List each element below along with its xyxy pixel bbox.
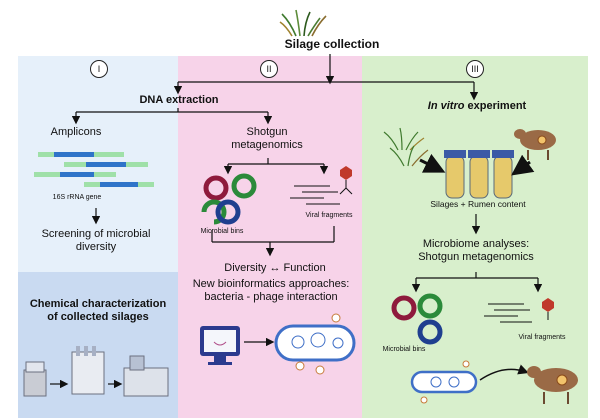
silages-rumen-label: Silages + Rumen content [430,199,526,209]
microbiome-analyses-label: Microbiome analyses: Shotgun metagenomic… [418,238,534,263]
gene-label: 16S rRNA gene [52,194,102,201]
cow-icon-2 [527,366,578,404]
dna-extraction-label: DNA extraction [139,94,219,106]
panel-section-3 [362,56,588,418]
section-3-numeral: III [466,60,484,78]
diversity-function-label: Diversity ↔ Function [200,262,350,275]
computer-icon [200,326,240,365]
section-2-numeral: II [260,60,278,78]
shotgun-label: Shotgun metagenomics [231,126,303,151]
microbial-bins-label-2: Microbial bins [382,346,426,353]
phage-icon-2 [542,298,554,320]
top-arrows [71,54,479,125]
grass-icon [279,9,327,37]
in-vitro-experiment-label: In vitro experiment [418,100,536,113]
phage-icon [339,166,353,195]
microbial-bins-icon-2 [391,293,443,345]
section-1-numeral: I [90,60,108,78]
experiment-label: experiment [464,100,527,112]
in-vitro-italic: In vitro [427,100,465,112]
bioreactor-icons [444,150,514,199]
lab-equipment-icons [23,346,169,397]
diversity-label: Diversity [224,262,267,274]
grass-sample-icon [383,127,429,167]
bacteria-phage-interaction-icon [274,313,356,375]
cow-icon [514,129,556,160]
bioinformatics-label: New bioinformatics approaches: bacteria … [192,278,350,303]
amplicon-reads [34,152,154,187]
section2-arrows [211,158,335,347]
chemical-characterization-label: Chemical characterization of collected s… [29,298,167,323]
title-silage-collection: Silage collection [284,37,380,51]
viral-fragments-icon-2 [484,303,532,323]
microbial-bins-icon [201,173,257,225]
screening-label: Screening of microbial diversity [41,228,151,253]
viral-fragments-label: Viral fragments [305,212,353,219]
bacterium-icon [410,360,478,404]
function-label: Function [283,262,326,274]
viral-fragments-icon [290,185,340,205]
viral-fragments-label-2: Viral fragments [518,334,566,341]
amplicons-label: Amplicons [50,126,102,138]
microbial-bins-label: Microbial bins [200,228,244,235]
section3-arrows [419,153,535,176]
bidirectional-arrow-icon: ↔ [269,262,281,274]
